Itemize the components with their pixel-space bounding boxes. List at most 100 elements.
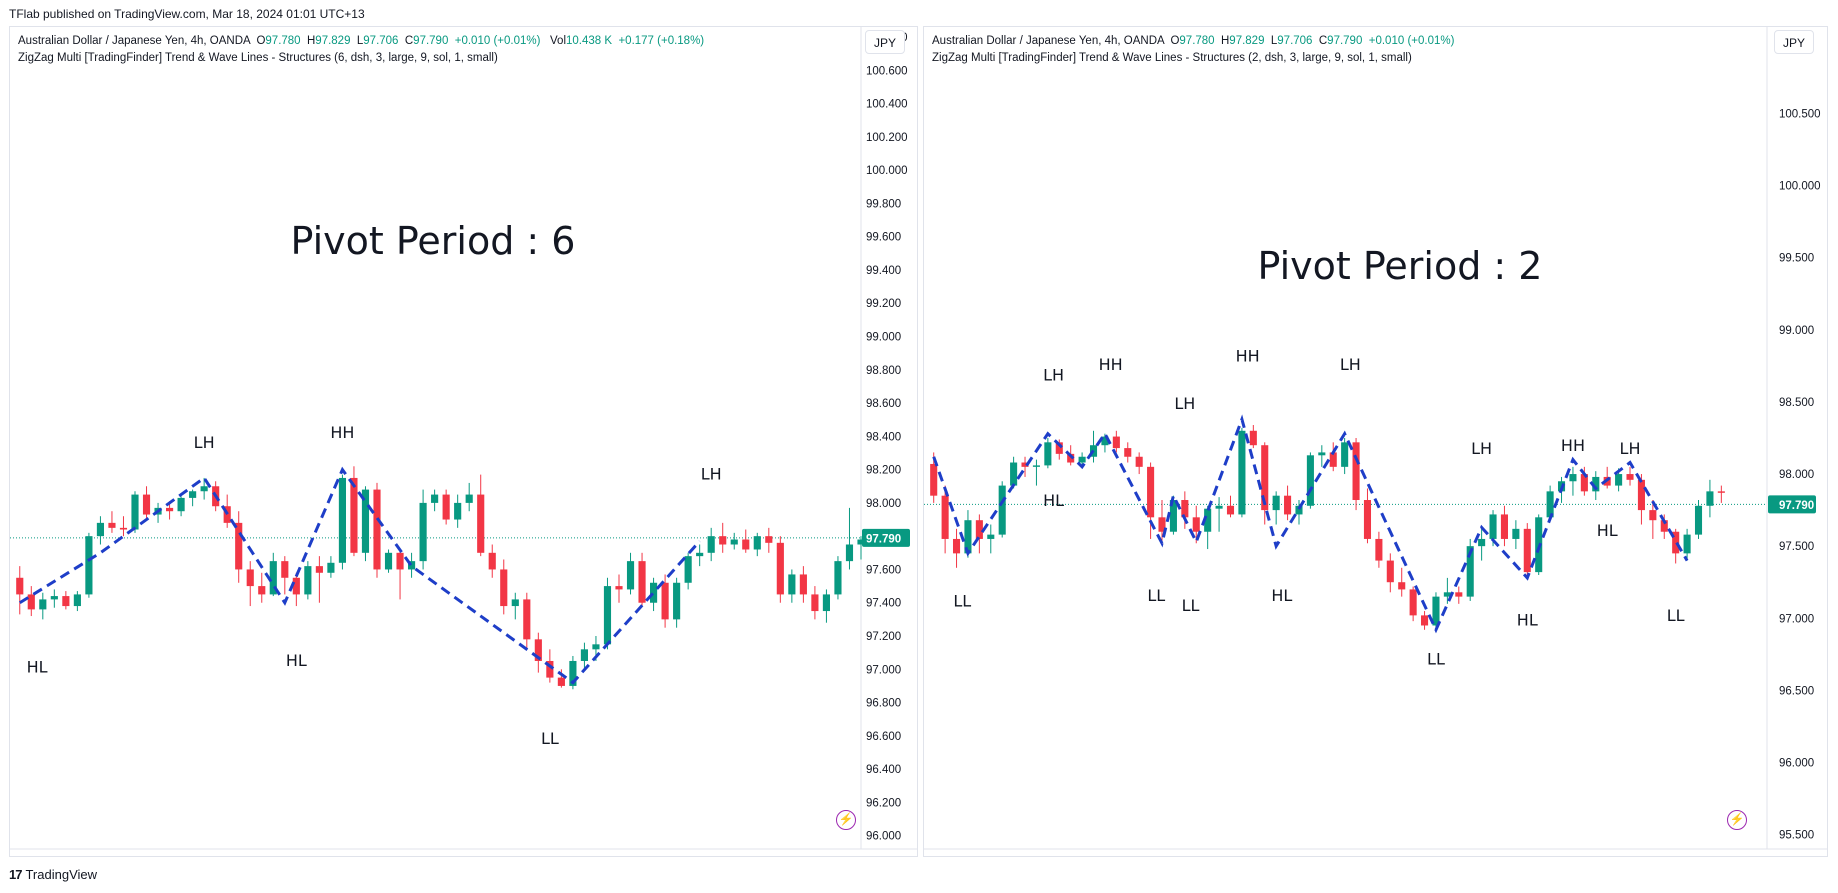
- candle[interactable]: [85, 532, 93, 598]
- candle[interactable]: [1569, 466, 1577, 496]
- candle[interactable]: [119, 516, 128, 537]
- candle[interactable]: [1386, 553, 1394, 593]
- candle[interactable]: [1466, 538, 1474, 601]
- candle[interactable]: [615, 574, 623, 603]
- candle[interactable]: [246, 561, 254, 607]
- candle[interactable]: [431, 489, 439, 512]
- candle[interactable]: [258, 572, 266, 603]
- candle[interactable]: [454, 494, 462, 528]
- candle[interactable]: [1032, 459, 1040, 486]
- candle[interactable]: [500, 559, 508, 615]
- candle[interactable]: [1249, 425, 1257, 449]
- candle[interactable]: [73, 591, 81, 612]
- candle[interactable]: [1706, 479, 1714, 518]
- candle[interactable]: [27, 586, 35, 617]
- candle[interactable]: [373, 482, 381, 578]
- candle[interactable]: [1021, 456, 1029, 477]
- lightning-icon[interactable]: ⚡: [1727, 810, 1747, 830]
- candle[interactable]: [857, 536, 865, 560]
- symbol-title[interactable]: Australian Dollar / Japanese Yen, 4h, OA…: [18, 35, 251, 47]
- candle[interactable]: [1238, 427, 1246, 518]
- candle[interactable]: [1512, 520, 1520, 550]
- candle[interactable]: [177, 496, 185, 517]
- candle[interactable]: [1694, 500, 1703, 539]
- candle[interactable]: [1124, 442, 1132, 463]
- indicator-legend[interactable]: ZigZag Multi [TradingFinder] Trend & Wav…: [932, 52, 1412, 64]
- candle[interactable]: [1523, 523, 1531, 578]
- candle[interactable]: [1352, 438, 1360, 511]
- candle[interactable]: [975, 514, 983, 554]
- currency-button[interactable]: JPY: [1774, 30, 1814, 54]
- candle[interactable]: [304, 561, 312, 600]
- candle[interactable]: [1717, 485, 1725, 503]
- candle[interactable]: [200, 477, 208, 500]
- candle[interactable]: [719, 522, 727, 553]
- candle[interactable]: [1261, 442, 1269, 525]
- footer-brand[interactable]: 17 TradingView: [9, 867, 97, 882]
- symbol-title[interactable]: Australian Dollar / Japanese Yen, 4h, OA…: [932, 35, 1165, 47]
- candle[interactable]: [50, 589, 58, 608]
- candle[interactable]: [845, 507, 854, 570]
- candle[interactable]: [269, 552, 277, 597]
- candle[interactable]: [1318, 445, 1326, 467]
- chart-panel-right[interactable]: 100.500 100.000 99.500 99.000 98.500 98.000 97…: [923, 26, 1828, 857]
- candle[interactable]: [1295, 500, 1303, 525]
- candle[interactable]: [396, 549, 404, 600]
- candle[interactable]: [1375, 531, 1383, 568]
- candle[interactable]: [822, 589, 831, 623]
- candle[interactable]: [1135, 452, 1143, 475]
- candle[interactable]: [361, 486, 370, 562]
- candle[interactable]: [952, 528, 961, 568]
- candle[interactable]: [62, 591, 70, 610]
- candlestick-chart-period-2[interactable]: 100.500 100.000 99.500 99.000 98.500 98.000 97…: [924, 27, 1828, 857]
- candle[interactable]: [765, 527, 773, 553]
- candle[interactable]: [39, 592, 47, 620]
- candle[interactable]: [465, 482, 473, 512]
- candle[interactable]: [1500, 505, 1508, 547]
- candle[interactable]: [998, 481, 1006, 538]
- candle[interactable]: [1272, 491, 1280, 525]
- candle[interactable]: [941, 485, 949, 554]
- candle[interactable]: [1215, 497, 1223, 532]
- candle[interactable]: [235, 511, 243, 583]
- candle[interactable]: [1169, 495, 1177, 535]
- candle[interactable]: [131, 491, 139, 533]
- candle[interactable]: [1112, 430, 1120, 453]
- candle[interactable]: [189, 489, 197, 507]
- candle[interactable]: [1192, 505, 1200, 544]
- candle[interactable]: [108, 511, 116, 533]
- candle[interactable]: [1398, 567, 1406, 597]
- candle[interactable]: [1421, 611, 1429, 630]
- chart-panel-left[interactable]: 100.800100.600100.400100.200100.00099.80…: [9, 26, 918, 857]
- candle[interactable]: [1478, 528, 1486, 561]
- candle[interactable]: [753, 532, 761, 557]
- candle[interactable]: [419, 489, 427, 570]
- candle[interactable]: [1010, 456, 1018, 489]
- candle[interactable]: [1455, 586, 1463, 604]
- candle[interactable]: [557, 669, 565, 688]
- candle[interactable]: [707, 527, 715, 562]
- candle[interactable]: [1546, 485, 1554, 521]
- candle[interactable]: [1226, 495, 1235, 518]
- currency-button[interactable]: JPY: [865, 30, 905, 54]
- candle[interactable]: [142, 486, 151, 520]
- candle[interactable]: [534, 632, 542, 673]
- candle[interactable]: [1306, 452, 1314, 509]
- candle[interactable]: [730, 532, 738, 550]
- candle[interactable]: [1626, 466, 1634, 486]
- candle[interactable]: [684, 552, 692, 590]
- candle[interactable]: [292, 572, 300, 607]
- candle[interactable]: [1409, 586, 1417, 622]
- candle[interactable]: [523, 592, 531, 650]
- candle[interactable]: [742, 529, 750, 553]
- candle[interactable]: [96, 516, 105, 545]
- candle[interactable]: [788, 569, 796, 603]
- candle[interactable]: [1672, 528, 1680, 564]
- candle[interactable]: [1158, 500, 1166, 544]
- candle[interactable]: [603, 577, 612, 650]
- candle[interactable]: [384, 549, 393, 573]
- candle[interactable]: [407, 552, 416, 578]
- candle[interactable]: [511, 592, 519, 620]
- candle[interactable]: [338, 474, 347, 570]
- candle[interactable]: [696, 544, 704, 567]
